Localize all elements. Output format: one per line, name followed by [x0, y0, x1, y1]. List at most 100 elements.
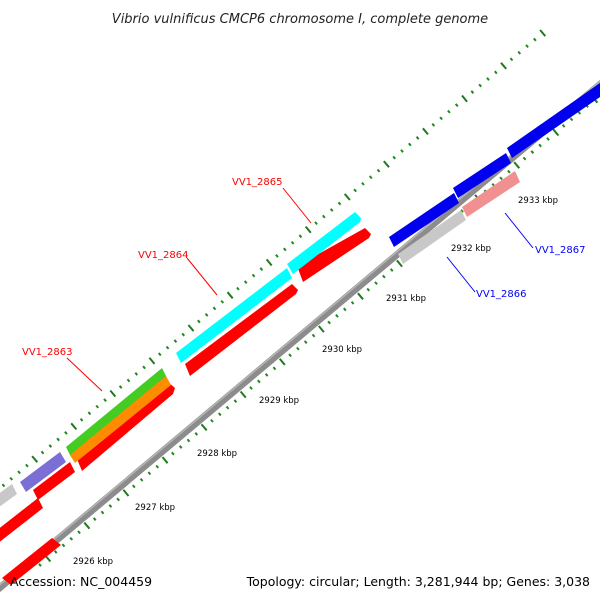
minor-tick — [392, 155, 396, 160]
minor-tick — [538, 143, 542, 148]
gene-arrow-blue[interactable] — [453, 153, 511, 198]
minor-tick — [376, 168, 381, 173]
cds-arrow[interactable] — [77, 382, 175, 471]
major-tick — [383, 160, 390, 168]
gene-arrow-cyan[interactable] — [287, 212, 361, 274]
gene-bar-green[interactable] — [66, 368, 167, 457]
minor-tick — [87, 411, 92, 416]
minor-tick — [335, 314, 339, 318]
gene-arrow-grey[interactable] — [0, 484, 17, 510]
tick-label: 2926 kbp — [73, 557, 113, 567]
tick-label: 2928 kbp — [197, 449, 237, 459]
minor-tick — [69, 536, 74, 541]
minor-tick — [197, 319, 201, 324]
minor-tick — [116, 497, 120, 502]
gene-arrow-blue[interactable] — [389, 193, 459, 247]
minor-tick — [165, 345, 170, 350]
minor-tick — [486, 77, 490, 81]
minor-tick — [290, 240, 295, 245]
minor-tick — [194, 432, 199, 436]
minor-tick — [311, 333, 316, 338]
cds-arrow[interactable] — [33, 462, 75, 500]
leader-line — [282, 187, 312, 224]
minor-tick — [368, 175, 373, 180]
topology-text: Topology: circular; Length: 3,281,944 bp… — [246, 574, 590, 589]
minor-tick — [382, 274, 386, 279]
minor-tick — [210, 418, 214, 423]
major-tick — [278, 358, 286, 366]
tick-labels: 2926 kbp 2927 kbp 2928 kbp 2929 kbp 2930… — [73, 196, 558, 567]
minor-tick — [447, 109, 451, 114]
gene-label-vv1-2865[interactable]: VV1_2865 — [232, 177, 283, 188]
minor-tick — [478, 83, 482, 88]
minor-tick — [103, 398, 107, 403]
map-title: Vibrio vulnificus CMCP6 chromosome I, co… — [112, 12, 488, 27]
major-tick — [239, 390, 247, 399]
gene-arrow-purple[interactable] — [20, 452, 66, 492]
minor-tick — [431, 122, 436, 127]
gene-bar-orange[interactable] — [70, 376, 171, 463]
minor-tick — [494, 70, 498, 75]
cds-arrow[interactable] — [185, 284, 298, 376]
minor-tick — [303, 340, 308, 345]
minor-tick — [155, 464, 160, 469]
tick-label: 2932 kbp — [451, 244, 491, 254]
minor-tick — [509, 57, 514, 62]
gene-label-vv1-2867[interactable]: VV1_2867 — [535, 245, 586, 256]
major-tick — [83, 521, 91, 530]
minor-tick — [350, 300, 355, 305]
minor-tick — [92, 517, 97, 521]
gene-label-vv1-2866[interactable]: VV1_2866 — [476, 289, 527, 300]
major-tick — [343, 193, 351, 201]
tick-label: 2930 kbp — [322, 345, 362, 355]
gene-label-vv1-2863[interactable]: VV1_2863 — [22, 347, 73, 358]
minor-tick — [329, 208, 334, 212]
minor-tick — [243, 280, 248, 285]
leader-line — [66, 357, 103, 392]
minor-tick — [178, 445, 183, 449]
cds-arrow[interactable] — [0, 498, 43, 544]
minor-tick — [366, 287, 371, 292]
minor-tick — [25, 463, 29, 468]
major-tick — [187, 324, 195, 332]
gene-arrow-cyan[interactable] — [176, 268, 292, 363]
major-tick — [318, 325, 325, 333]
minor-tick — [415, 136, 420, 140]
minor-tick — [327, 320, 331, 325]
minor-tick — [173, 339, 178, 344]
leader-line — [504, 212, 534, 249]
accession-text: Accession: NC_004459 — [10, 574, 152, 589]
minor-tick — [353, 188, 357, 193]
cds-arrow[interactable] — [2, 538, 61, 585]
minor-tick — [233, 399, 238, 404]
minor-tick — [337, 201, 342, 206]
gene-labels: VV1_2863 VV1_2864 VV1_2865 VV1_2866 VV1_… — [22, 177, 586, 392]
minor-tick — [389, 268, 394, 272]
major-tick — [552, 128, 560, 137]
minor-tick — [157, 352, 162, 357]
major-tick — [513, 161, 521, 169]
gene-label-vv1-2864[interactable]: VV1_2864 — [138, 250, 189, 261]
minor-tick — [525, 44, 529, 49]
major-tick — [396, 259, 403, 268]
gene-arrow-pink[interactable] — [462, 171, 520, 217]
inner-track — [0, 171, 520, 585]
minor-tick — [142, 365, 146, 370]
major-tick — [539, 29, 547, 37]
major-tick — [500, 62, 507, 70]
minor-tick — [134, 372, 139, 376]
minor-tick — [517, 50, 522, 55]
minor-tick — [533, 37, 537, 42]
minor-tick — [522, 156, 527, 161]
minor-tick — [95, 404, 100, 409]
minor-tick — [298, 234, 303, 239]
major-tick — [70, 422, 78, 431]
major-tick — [161, 456, 169, 464]
major-tick — [226, 291, 234, 299]
gene-arrow-grey[interactable] — [398, 210, 466, 264]
gene-arrow-blue[interactable] — [507, 76, 600, 158]
cds-arrow[interactable] — [297, 228, 371, 282]
minor-tick — [61, 543, 66, 548]
minor-tick — [275, 254, 279, 258]
